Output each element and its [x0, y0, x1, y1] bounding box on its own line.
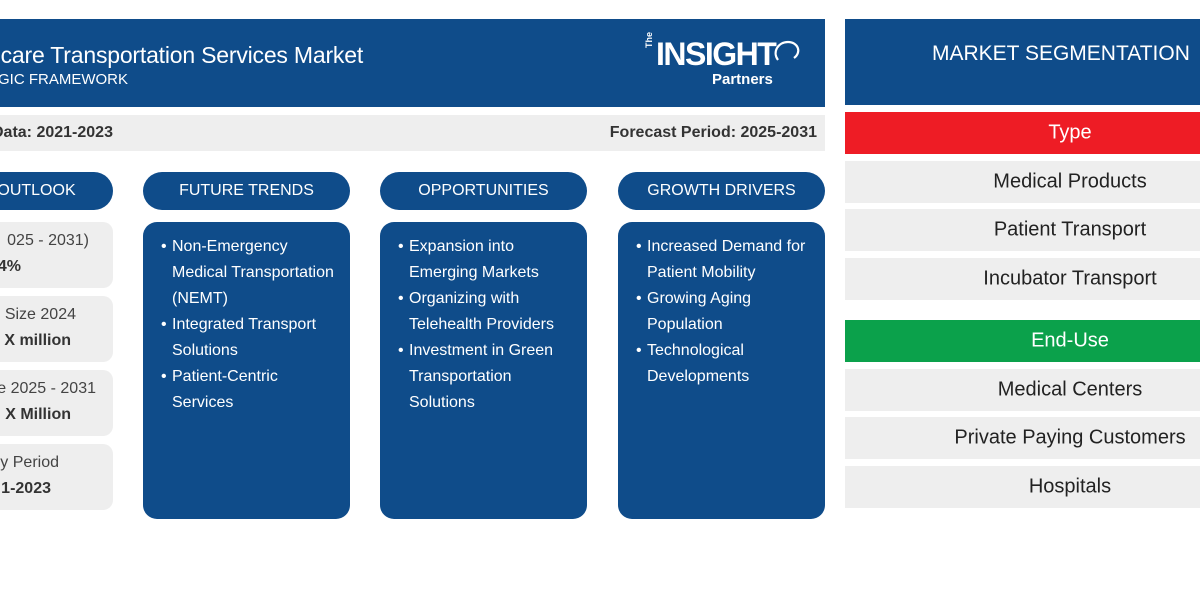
- outlook-card-value: X Million: [5, 406, 71, 423]
- outlook-card-label: y Period: [0, 454, 59, 471]
- segment-item-label: Patient Transport: [993, 218, 1147, 241]
- segment-item-label: Medical Products: [993, 170, 1147, 193]
- report-title: ncare Transportation Services Market: [0, 42, 364, 68]
- segment-item: Medical Products: [845, 161, 1200, 203]
- forecast-period-label: Forecast Period: 2025-2031: [609, 124, 817, 141]
- list-item: Integrated Transport Solutions: [161, 312, 342, 364]
- outlook-card-forecast-size: e 2025 - 2031 X Million: [0, 370, 113, 436]
- segment-item: Private Paying Customers: [845, 417, 1200, 459]
- list-item: Expansion into Emerging Markets: [398, 234, 579, 286]
- segment-item-label: Medical Centers: [997, 378, 1143, 401]
- logo-the: The: [644, 31, 654, 48]
- list-item: Non-Emergency Medical Transportation (NE…: [161, 234, 342, 312]
- segment-item: Incubator Transport: [845, 258, 1200, 300]
- segment-band-end-use: End-Use: [845, 320, 1200, 362]
- segment-item-label: Private Paying Customers: [954, 426, 1186, 449]
- list-item: Technological Developments: [636, 338, 817, 390]
- report-subtitle: EGIC FRAMEWORK: [0, 71, 129, 88]
- pill-opportunities: OPPORTUNITIES: [380, 172, 587, 210]
- segment-band-type: Type: [845, 112, 1200, 154]
- list-item: Investment in Green Transportation Solut…: [398, 338, 579, 416]
- segmentation-header: [845, 19, 1200, 105]
- segment-item-label: Hospitals: [1028, 475, 1112, 498]
- data-period-bar: [0, 115, 825, 151]
- outlook-card-label: Size 2024: [4, 306, 76, 323]
- outlook-card-value: X million: [4, 332, 71, 349]
- swoosh-icon: [774, 40, 800, 61]
- logo-partners: Partners: [712, 71, 773, 88]
- segment-item-label: Incubator Transport: [983, 267, 1157, 290]
- segment-item: Patient Transport: [845, 209, 1200, 251]
- list-item: Increased Demand for Patient Mobility: [636, 234, 817, 286]
- segmentation-title: MARKET SEGMENTATION: [932, 42, 1190, 65]
- list-item: Growing Aging Population: [636, 286, 817, 338]
- outlook-card-label: 025 - 2031): [7, 232, 89, 249]
- segment-band-label: Type: [1048, 121, 1092, 144]
- pill-future-trends: FUTURE TRENDS: [143, 172, 350, 210]
- logo-insight: INSIGHT: [656, 36, 777, 72]
- pill-growth-drivers: GROWTH DRIVERS: [618, 172, 825, 210]
- segment-band-label: End-Use: [1031, 329, 1109, 352]
- opportunities-column: Expansion into Emerging Markets Organizi…: [380, 222, 587, 519]
- outlook-card-cagr: 025 - 2031) 4%: [0, 222, 113, 288]
- outlook-card-label: e 2025 - 2031: [0, 380, 96, 397]
- future-trends-column: Non-Emergency Medical Transportation (NE…: [143, 222, 350, 519]
- report-header: [0, 19, 825, 107]
- segment-item: Medical Centers: [845, 369, 1200, 411]
- outlook-card-value: 4%: [0, 258, 21, 275]
- list-item: Organizing with Telehealth Providers: [398, 286, 579, 338]
- outlook-card-market-size: Size 2024 X million: [0, 296, 113, 362]
- segment-item: Hospitals: [845, 466, 1200, 508]
- outlook-card-study-period: y Period 1-2023: [0, 444, 113, 510]
- outlook-card-value: 1-2023: [1, 480, 51, 497]
- list-item: Patient-Centric Services: [161, 364, 342, 416]
- historic-data-label: Data: 2021-2023: [0, 124, 113, 141]
- growth-drivers-column: Increased Demand for Patient Mobility Gr…: [618, 222, 825, 519]
- pill-outlook: OUTLOOK: [0, 172, 113, 210]
